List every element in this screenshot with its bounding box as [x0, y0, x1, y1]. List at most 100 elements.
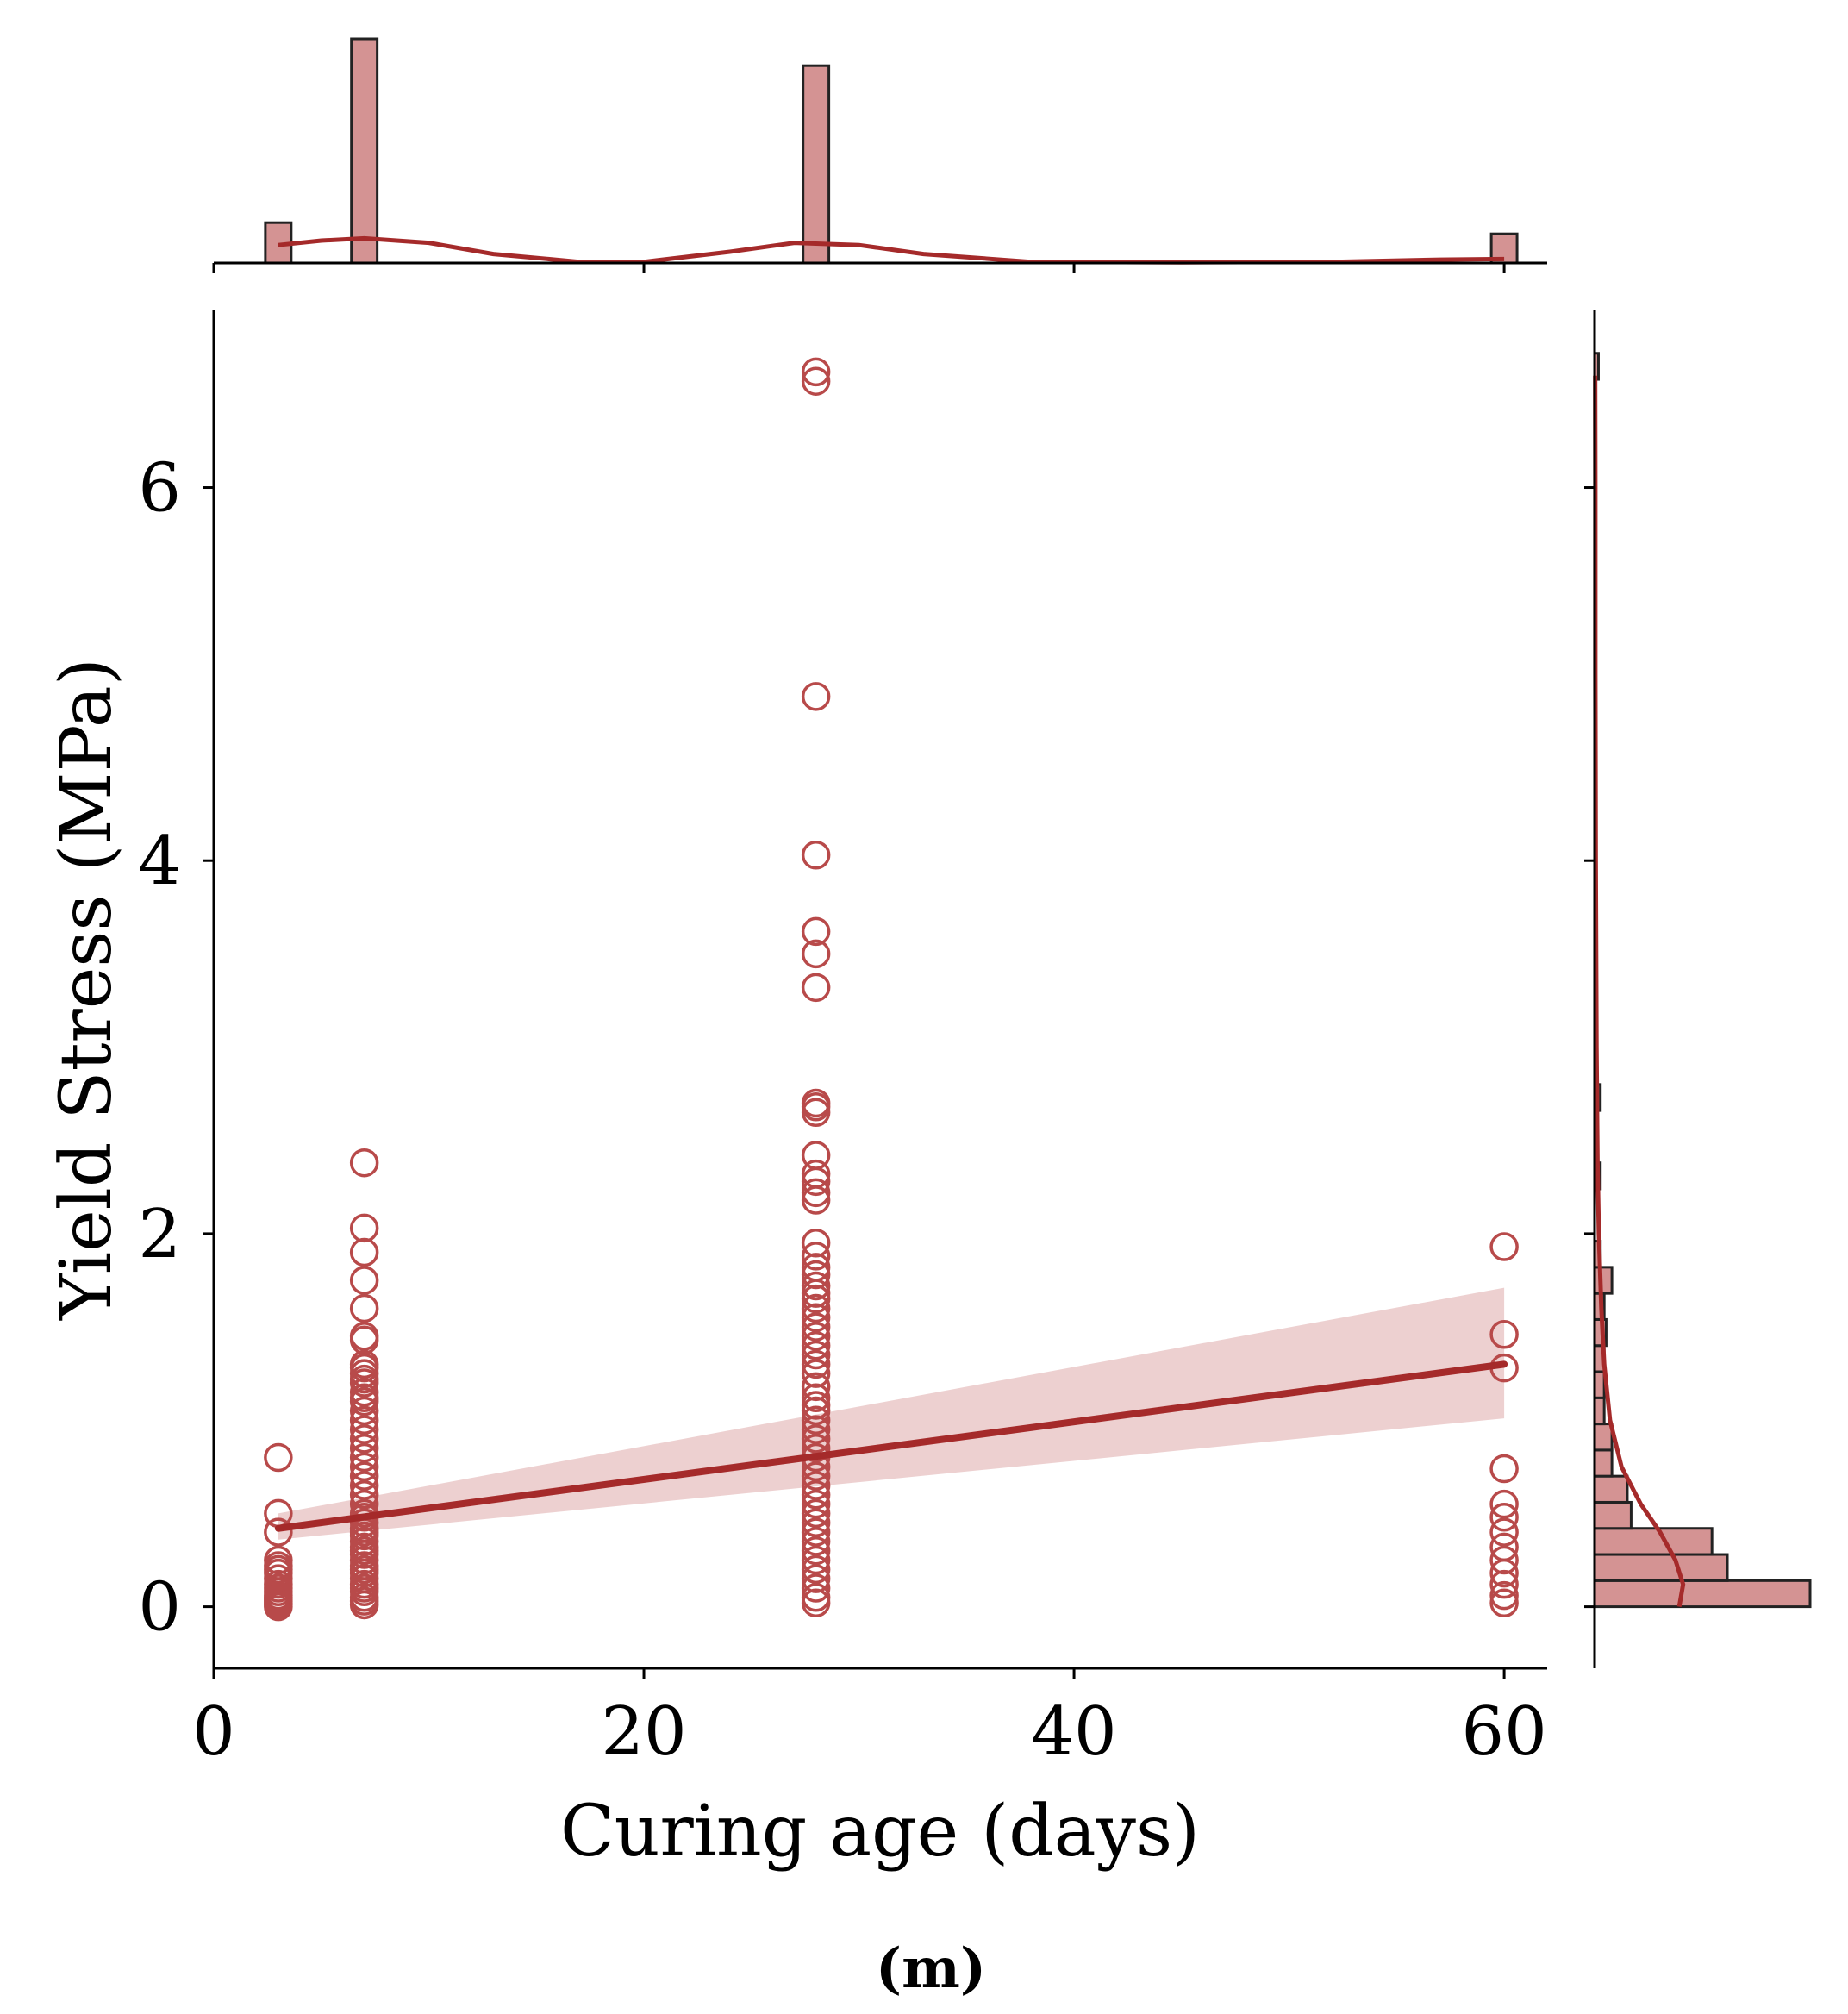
data-point — [801, 1166, 831, 1197]
data-point — [801, 1098, 831, 1128]
data-point — [801, 1564, 831, 1593]
data-point — [349, 1386, 379, 1417]
y-tick-label: 2 — [138, 1196, 181, 1273]
data-point — [801, 1489, 831, 1519]
data-point — [801, 1536, 831, 1566]
data-point — [801, 1359, 831, 1388]
top-hist-bar — [350, 37, 379, 265]
data-point — [801, 1284, 831, 1314]
data-point — [801, 840, 831, 870]
data-point — [264, 1442, 293, 1473]
data-point — [801, 1185, 831, 1215]
x-tick-label: 40 — [1031, 1693, 1116, 1771]
data-point — [801, 1349, 831, 1379]
data-point — [1489, 1489, 1519, 1519]
scatter-points — [264, 357, 1519, 1622]
data-point — [801, 357, 831, 387]
data-point — [349, 1368, 379, 1398]
right-hist-bar — [1593, 1448, 1614, 1478]
data-point — [801, 1471, 831, 1500]
data-point — [264, 1517, 293, 1547]
data-point — [1489, 1580, 1519, 1611]
data-point — [1489, 1503, 1519, 1532]
right-kde-curve — [1593, 375, 1686, 1608]
data-point — [349, 1424, 379, 1454]
data-point — [1489, 1319, 1519, 1349]
data-point — [801, 1405, 831, 1435]
x-axis-ticks: 0 20 40 60 — [192, 1668, 1547, 1771]
data-point — [801, 1517, 831, 1547]
data-point — [349, 1213, 379, 1243]
top-histogram-bars — [264, 37, 1519, 265]
data-point — [801, 1372, 831, 1402]
data-point — [264, 1592, 293, 1622]
right-marginal-ticks — [1584, 486, 1595, 1609]
data-point — [801, 939, 831, 969]
y-axis-title: Yield Stress (MPa) — [46, 658, 128, 1321]
data-point — [349, 1405, 379, 1435]
data-point — [801, 1322, 831, 1351]
data-point — [801, 366, 831, 396]
top-kde-curve — [278, 235, 1505, 265]
data-point — [349, 1266, 379, 1295]
data-point — [801, 1396, 831, 1426]
right-hist-bar — [1593, 1370, 1606, 1399]
y-tick-label: 4 — [138, 822, 181, 900]
right-hist-bar — [1593, 1266, 1614, 1295]
data-point — [349, 1325, 379, 1354]
regression-confidence-band — [278, 1287, 1505, 1540]
data-point — [349, 1148, 379, 1178]
right-hist-bar — [1593, 1423, 1614, 1452]
data-point — [1489, 1232, 1519, 1261]
x-axis-title: Curing age (days) — [560, 1791, 1200, 1873]
right-marginal — [1584, 310, 1812, 1668]
data-point — [349, 1237, 379, 1267]
data-point — [801, 973, 831, 1003]
data-point — [801, 1330, 831, 1360]
data-point — [1489, 1517, 1519, 1547]
data-point — [801, 1508, 831, 1537]
data-point — [801, 916, 831, 947]
top-marginal-ticks — [212, 263, 1506, 273]
main-plot: 0 20 40 60 0 2 4 6 — [138, 310, 1547, 1771]
data-point — [801, 1433, 831, 1463]
data-point — [349, 1293, 379, 1323]
data-point — [801, 1527, 831, 1556]
y-axis-ticks: 0 2 4 6 — [138, 450, 214, 1647]
data-point — [349, 1415, 379, 1444]
data-point — [801, 1178, 831, 1208]
data-point — [1489, 1558, 1519, 1588]
data-point — [801, 682, 831, 711]
data-point — [1489, 1545, 1519, 1575]
data-point — [801, 1242, 831, 1271]
data-point — [801, 1588, 831, 1618]
figure-caption: (m) — [876, 1936, 986, 2001]
data-point — [801, 1271, 831, 1301]
data-point — [801, 1228, 831, 1258]
data-point — [801, 1573, 831, 1603]
data-point — [801, 1545, 831, 1575]
data-point — [349, 1442, 379, 1473]
regression-line — [274, 1360, 1508, 1532]
data-point — [801, 1461, 831, 1491]
right-hist-bar — [1593, 1396, 1606, 1426]
data-point — [349, 1461, 379, 1491]
data-point — [349, 1590, 379, 1620]
data-point — [801, 1293, 831, 1323]
data-point — [801, 1415, 831, 1444]
data-point — [801, 1498, 831, 1529]
top-hist-bar — [802, 64, 831, 265]
right-hist-bar — [1593, 1579, 1812, 1609]
data-point — [1489, 1454, 1519, 1484]
data-point — [1489, 1569, 1519, 1599]
right-hist-bar — [1593, 1474, 1629, 1504]
data-point — [801, 1383, 831, 1413]
data-point — [1489, 1588, 1519, 1618]
data-point — [349, 1396, 379, 1426]
x-tick-label: 0 — [192, 1693, 235, 1771]
data-point — [801, 1303, 831, 1333]
data-point — [349, 1433, 379, 1463]
data-point — [801, 1554, 831, 1585]
data-point — [801, 1260, 831, 1290]
